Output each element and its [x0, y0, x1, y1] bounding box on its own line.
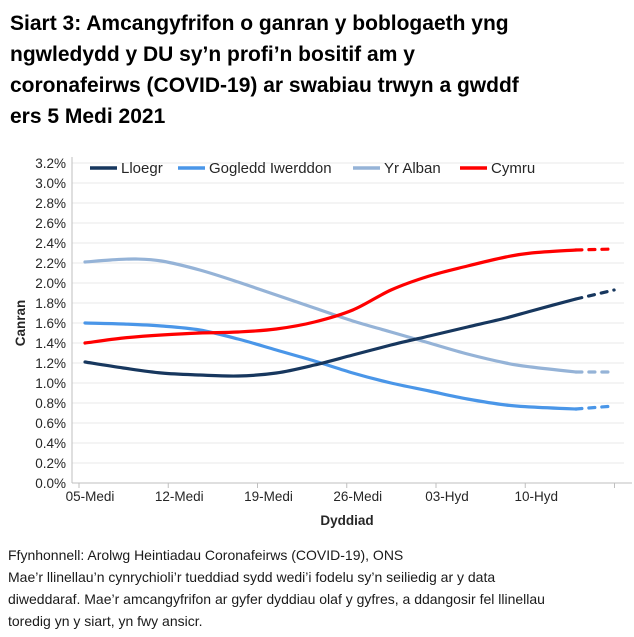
y-tick-label: 2.6%: [35, 216, 66, 231]
series-line-dashed-lloegr: [574, 288, 616, 301]
y-tick-label: 3.2%: [35, 156, 66, 171]
x-tick-label: 19-Medi: [244, 489, 293, 504]
y-tick-label: 1.0%: [35, 376, 66, 391]
x-tick-label: 26-Medi: [333, 489, 382, 504]
x-tick-label: 10-Hyd: [514, 489, 558, 504]
x-tick-label: 05-Medi: [66, 489, 115, 504]
series-line-yr-alban: [83, 257, 578, 374]
series-line-dashed-gogledd-iwerddon: [574, 404, 616, 411]
series-line-cymru: [83, 248, 578, 345]
y-tick-label: 0.0%: [35, 476, 66, 491]
chart-canvas: 0.0% 0.2% 0.4% 0.6% 0.8% 1.0% 1.2% 1.4% 1.6% 1.8%…: [13, 156, 632, 528]
y-tick-label: 2.8%: [35, 196, 66, 211]
chart-title: Siart 3: Amcangyfrifon o ganran y boblog…: [10, 12, 519, 128]
y-tick-label: 0.4%: [35, 436, 66, 451]
x-tick-label: 12-Medi: [155, 489, 204, 504]
y-tick-label: 0.8%: [35, 396, 66, 411]
series-line-dashed-cymru: [574, 247, 616, 252]
source-text: Ffynhonnell: Arolwg Heintiadau Coronafei…: [8, 547, 404, 563]
series-line-gogledd-iwerddon: [83, 321, 578, 411]
y-tick-label: 2.4%: [35, 236, 66, 251]
y-tick-label: 1.4%: [35, 336, 66, 351]
y-tick-label: 0.2%: [35, 456, 66, 471]
y-tick-label: 2.2%: [35, 256, 66, 271]
legend-label-gogledd-iwerddon: Gogledd Iwerddon: [209, 160, 332, 177]
y-tick-label: 1.6%: [35, 316, 66, 331]
y-tick-label: 1.8%: [35, 296, 66, 311]
y-tick-label: 1.2%: [35, 356, 66, 371]
legend-label-yr-alban: Yr Alban: [384, 160, 441, 177]
legend-label-lloegr: Lloegr: [121, 160, 163, 177]
y-tick-label: 2.0%: [35, 276, 66, 291]
y-tick-label: 0.6%: [35, 416, 66, 431]
y-tick-label: 3.0%: [35, 176, 66, 191]
y-axis-title: Canran: [13, 300, 28, 347]
footnote: Ffynhonnell: Arolwg Heintiadau Coronafei…: [8, 544, 632, 632]
methodology-note: Mae’r llinellau’n cynrychioli’r tueddiad…: [8, 569, 545, 629]
legend-label-cymru: Cymru: [491, 160, 535, 177]
series-line-lloegr: [83, 297, 578, 378]
x-axis-title: Dyddiad: [320, 513, 373, 528]
x-tick-label: 03-Hyd: [425, 489, 469, 504]
